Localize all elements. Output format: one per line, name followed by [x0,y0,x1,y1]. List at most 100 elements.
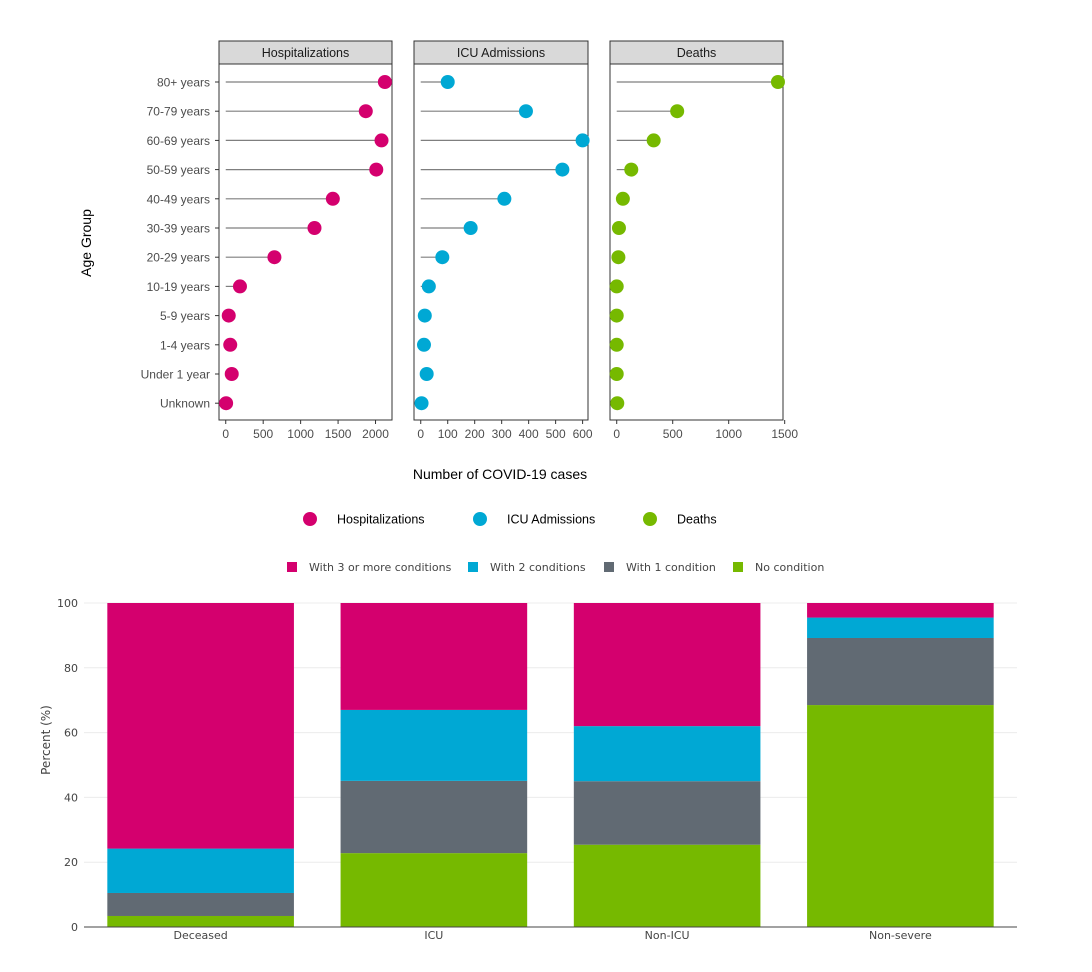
legend-item: Hospitalizations [303,512,425,527]
x-tick-label: 200 [465,427,485,441]
x-tick-label: 0 [222,427,229,441]
bar-segment [107,892,294,916]
y-tick-label: 1-4 years [160,338,210,352]
lollipop-point [435,250,450,265]
lollipop-point [219,396,234,411]
lollipop-point [611,250,626,265]
bar-segment [340,853,528,927]
y-tick-label: 100 [57,597,78,610]
y-tick-label: 60 [64,727,78,740]
x-tick-label: 500 [253,427,273,441]
bar-segment [107,848,294,893]
legend-label: Deaths [677,513,717,527]
x-tick-label: Deceased [173,929,227,942]
facet-title: Hospitalizations [262,46,350,60]
facet-panel [413,63,589,421]
lollipop-point [358,104,373,119]
legend-swatch [468,562,478,572]
legend-item: ICU Admissions [473,512,595,527]
y-axis-title: Percent (%) [39,705,53,775]
legend-marker [303,512,317,526]
lollipop-point [611,221,626,235]
lollipop-point [267,250,282,265]
legend-label: No condition [755,561,824,574]
legend-item: With 1 condition [604,561,716,574]
x-tick-label: 500 [546,427,566,441]
legend-marker [473,512,487,526]
y-tick-label: 60-69 years [147,134,210,148]
lollipop-point [770,75,785,89]
legend-item: Deaths [643,512,717,527]
bar-group [807,603,994,927]
x-tick-label: 0 [417,427,424,441]
lollipop-point [610,396,625,411]
y-tick-label: 20-29 years [147,251,210,265]
lollipop-point [609,279,624,294]
legend-item: With 3 or more conditions [287,561,452,574]
facet-hospitalizations: Hospitalizations 0 500 1000 1500 2000 [218,40,393,441]
lollipop-point [419,367,434,381]
bar-segment [807,705,994,927]
x-tick-label: 1000 [715,427,742,441]
y-tick-label: 20 [64,856,78,869]
lollipop-point [223,337,238,352]
x-tick-label: Non-ICU [645,929,690,942]
bar-segment [807,617,994,638]
y-tick-label: 40 [64,791,78,804]
facet-panel [218,63,393,421]
bar-segment [340,780,528,854]
legend-label: With 1 condition [626,561,716,574]
bar-group [107,603,294,927]
legend-swatch [604,562,614,572]
facet-panel [609,63,784,421]
x-tick-label: 2000 [362,427,389,441]
x-tick-label: 1000 [287,427,314,441]
legend-swatch [733,562,743,572]
lollipop-point [463,221,478,235]
y-tick-label: 10-19 years [147,280,210,294]
bar-segment [340,709,528,781]
bar-segment [573,781,761,845]
y-tick-label: 5-9 years [160,309,210,323]
lollipop-point [575,133,590,148]
lollipop-point [555,162,570,177]
x-tick-label: 600 [573,427,593,441]
y-tick-label: 80 [64,662,78,675]
legend-label: With 3 or more conditions [309,561,452,574]
lollipop-point [325,191,340,206]
x-tick-label: Non-severe [869,929,932,942]
y-tick-label: 40-49 years [147,192,210,206]
x-tick-label: 1500 [771,427,798,441]
lollipop-point [615,191,630,206]
lollipop-point [417,308,432,323]
x-tick-label: 500 [663,427,683,441]
lollipop-point [377,75,392,89]
y-tick-label: 50-59 years [147,163,210,177]
facet-title: Deaths [677,46,717,60]
lollipop-point [416,337,431,352]
lollipop-point [421,279,436,294]
bar-segment [807,603,994,618]
bar-segment [807,637,994,706]
lollipop-point [609,367,624,381]
x-tick-label: 300 [492,427,512,441]
lollipop-point [307,221,322,235]
lollipop-point [440,75,455,89]
lollipop-point [497,191,512,206]
facet-icu-admissions: ICU Admissions 0 100 200 300 400 500 600 [413,40,593,441]
bar-segment [107,915,294,927]
lollipop-point [609,308,624,323]
lollipop-point [609,337,624,352]
bar-group [573,603,761,927]
bar-segment [573,603,761,727]
y-axis-title: Age Group [78,209,94,277]
bar-segment [573,844,761,927]
facet-title: ICU Admissions [457,46,545,60]
x-axis-title: Number of COVID-19 cases [413,466,587,482]
lollipop-point [224,367,239,381]
bar-segment [573,726,761,782]
legend-label: ICU Admissions [507,513,595,527]
y-tick-label: 0 [71,921,78,934]
legend-label: Hospitalizations [337,513,425,527]
